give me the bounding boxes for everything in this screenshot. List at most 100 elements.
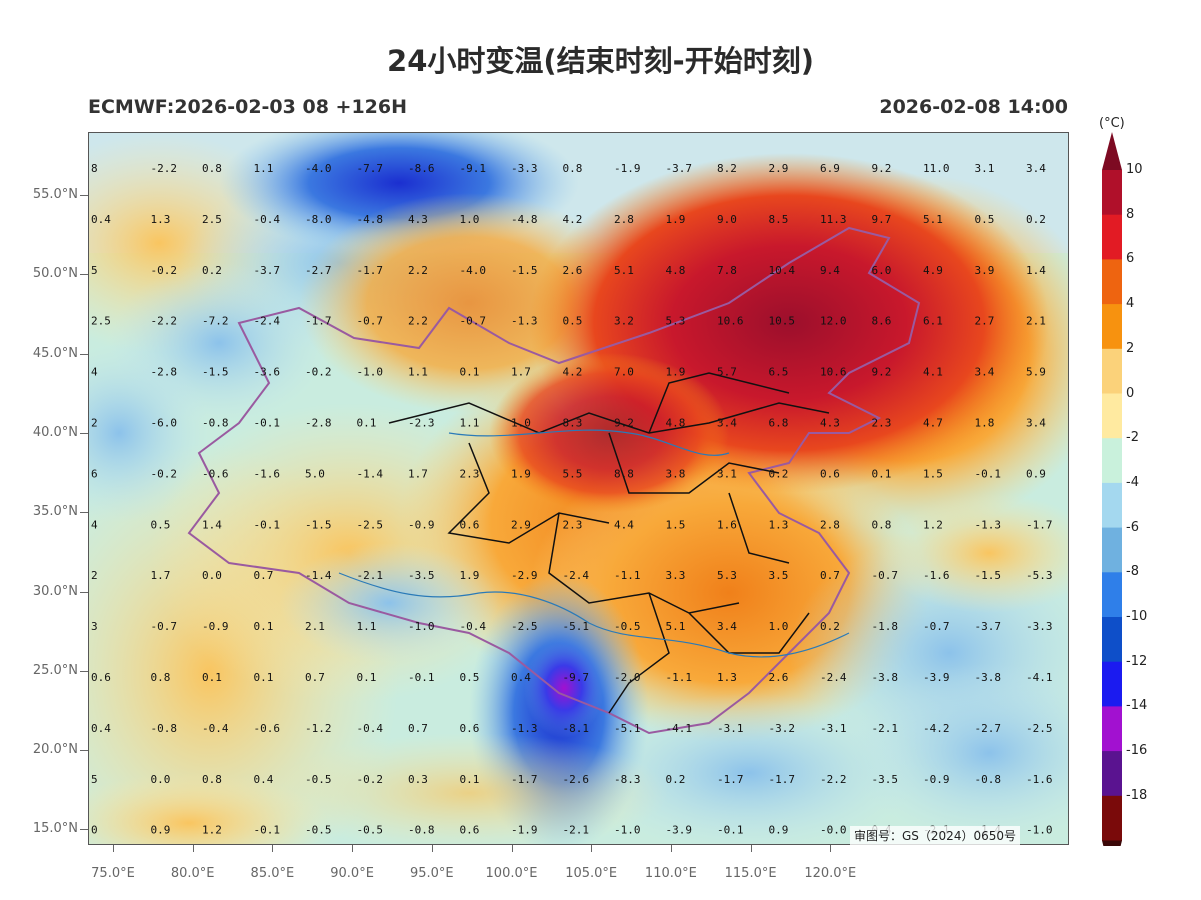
longitude-tick — [670, 845, 672, 852]
colorbar-label: -6 — [1126, 519, 1139, 535]
grid-value: 1.3 — [717, 671, 737, 684]
grid-value: 2.1 — [1026, 315, 1046, 328]
grid-value: 3.4 — [1026, 162, 1046, 175]
model-run-label: ECMWF:2026-02-03 08 +126H — [88, 96, 408, 118]
colorbar-segment — [1102, 214, 1122, 260]
grid-value: 1.4 — [1026, 264, 1046, 277]
grid-value: -2.4 — [254, 315, 281, 328]
grid-value: 1.1 — [460, 417, 480, 430]
colorbar-label: -18 — [1126, 787, 1148, 803]
grid-value: 9.7 — [872, 213, 892, 226]
grid-value: -5.3 — [1026, 569, 1053, 582]
grid-value: 0.1 — [202, 671, 222, 684]
grid-value: -0.8 — [202, 417, 229, 430]
grid-value: 4.8 — [666, 264, 686, 277]
colorbar-label: 0 — [1126, 385, 1135, 401]
grid-value: -2.6 — [563, 773, 590, 786]
grid-value: -7.7 — [357, 162, 384, 175]
grid-value: 5.1 — [923, 213, 943, 226]
grid-value: 0.1 — [357, 417, 377, 430]
grid-value: -1.6 — [923, 569, 950, 582]
grid-value: 0.5 — [460, 671, 480, 684]
grid-value: 2.7 — [975, 315, 995, 328]
grid-value: -1.7 — [717, 773, 744, 786]
grid-value: 1.7 — [408, 467, 428, 480]
grid-value: -3.8 — [975, 671, 1002, 684]
colorbar-segment — [1102, 706, 1122, 752]
latitude-label: 35.0°N — [32, 504, 78, 520]
grid-value: 2.3 — [563, 518, 583, 531]
grid-value: -1.7 — [357, 264, 384, 277]
latitude-tick — [80, 829, 88, 831]
grid-value: -2.5 — [1026, 722, 1053, 735]
grid-value: 0.7 — [305, 671, 325, 684]
grid-value: -4.0 — [460, 264, 487, 277]
grid-value: -8.3 — [614, 773, 641, 786]
grid-value: 10.4 — [769, 264, 796, 277]
grid-value: -1.8 — [872, 620, 899, 633]
grid-value: -1.4 — [305, 569, 332, 582]
grid-value: 0.8 — [872, 518, 892, 531]
grid-value: -0.4 — [460, 620, 487, 633]
grid-value: -3.2 — [769, 722, 796, 735]
grid-value: 0.2 — [1026, 213, 1046, 226]
grid-value: 4.7 — [923, 417, 943, 430]
grid-value: -4.2 — [923, 722, 950, 735]
grid-value: 3.4 — [717, 620, 737, 633]
grid-value: -0.2 — [305, 366, 332, 379]
longitude-label: 105.0°E — [565, 866, 618, 881]
grid-value: 5.1 — [666, 620, 686, 633]
grid-value: 4.4 — [614, 518, 634, 531]
grid-value: 2.8 — [820, 518, 840, 531]
grid-value: -4.0 — [305, 162, 332, 175]
longitude-tick — [272, 845, 274, 852]
grid-value: -0.4 — [202, 722, 229, 735]
grid-value: -0.4 — [254, 213, 281, 226]
longitude-label: 80.0°E — [170, 866, 215, 881]
grid-value: 2.1 — [305, 620, 325, 633]
grid-value: -8.0 — [305, 213, 332, 226]
grid-value: -0.8 — [151, 722, 178, 735]
grid-value: -0.1 — [408, 671, 435, 684]
longitude-tick — [830, 845, 832, 852]
grid-value: -4.1 — [1026, 671, 1053, 684]
map-approval-number: 审图号：GS（2024）0650号 — [850, 826, 1020, 845]
grid-value: -0.4 — [357, 722, 384, 735]
grid-value: 3.1 — [975, 162, 995, 175]
grid-value: -2.2 — [820, 773, 847, 786]
grid-value: 2.5 — [91, 315, 111, 328]
colorbar-segment — [1102, 393, 1122, 439]
grid-value: -3.9 — [666, 824, 693, 837]
grid-value: -7.2 — [202, 315, 229, 328]
grid-value: -3.9 — [923, 671, 950, 684]
grid-value: 6.5 — [769, 366, 789, 379]
longitude-label: 115.0°E — [724, 866, 777, 881]
grid-value: -1.0 — [614, 824, 641, 837]
grid-value: 2.3 — [460, 467, 480, 480]
grid-value: -0.5 — [614, 620, 641, 633]
grid-value: 1.7 — [151, 569, 171, 582]
grid-value: 5 — [91, 773, 98, 786]
longitude-label: 100.0°E — [485, 866, 538, 881]
grid-value: -0.1 — [254, 518, 281, 531]
grid-value: 0.4 — [254, 773, 274, 786]
grid-value: -0.9 — [408, 518, 435, 531]
grid-value: 0.1 — [254, 671, 274, 684]
grid-value: -0.6 — [202, 467, 229, 480]
grid-value: -0.7 — [151, 620, 178, 633]
colorbar-label: 10 — [1126, 162, 1143, 177]
grid-value: 6 — [91, 467, 98, 480]
grid-value: -1.7 — [305, 315, 332, 328]
grid-value: 1.7 — [511, 366, 531, 379]
grid-value: -0.7 — [872, 569, 899, 582]
longitude-tick — [591, 845, 593, 852]
grid-value: 5.3 — [717, 569, 737, 582]
grid-value: 0.2 — [666, 773, 686, 786]
colorbar-label: -8 — [1126, 564, 1139, 580]
grid-value: 5.0 — [305, 467, 325, 480]
grid-value: 0.0 — [202, 569, 222, 582]
grid-value: -0.7 — [357, 315, 384, 328]
latitude-label: 20.0°N — [32, 742, 78, 758]
province-boundaries — [388, 372, 830, 714]
temperature-change-map[interactable]: 8 -2.2 0.8 1.1 -4.0 -7.7 -8.6 -9.1 -3.3 0.8 -1.9 -3… — [88, 132, 1069, 845]
